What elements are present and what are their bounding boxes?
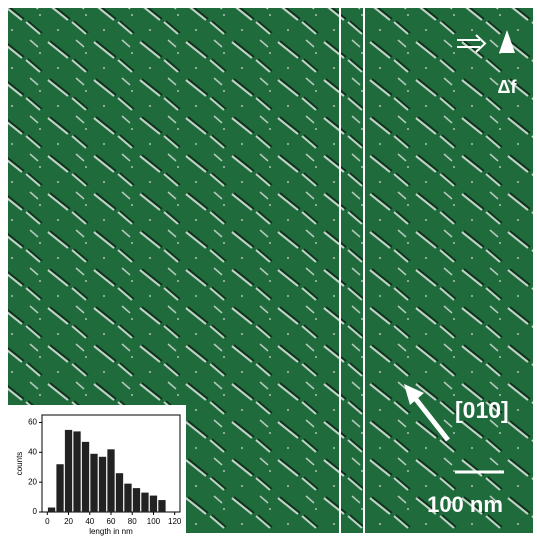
x-tick-label: 20 (64, 517, 73, 526)
x-tick-label: 100 (147, 517, 161, 526)
bar (90, 454, 97, 512)
bar (150, 496, 157, 512)
x-tick-label: 120 (168, 517, 182, 526)
y-tick-label: 60 (28, 418, 37, 427)
bar (141, 493, 148, 512)
y-tick-label: 0 (33, 507, 38, 516)
bar (82, 442, 89, 512)
bar (56, 464, 63, 512)
figure: Δf [010] 100 nm 0 20 40 60 0 20 40 60 80 100 120 le… (0, 0, 537, 537)
bar (116, 473, 123, 512)
bar (48, 508, 55, 512)
y-tick-label: 40 (28, 447, 37, 456)
x-tick-label: 60 (107, 517, 116, 526)
bar (133, 488, 140, 512)
bar (99, 457, 106, 512)
y-axis-label: counts (15, 452, 24, 476)
bar (124, 484, 131, 512)
bar (73, 431, 80, 512)
x-tick-label: 80 (128, 517, 137, 526)
signal-label: Δf (498, 77, 518, 97)
bar (65, 430, 72, 512)
bar (107, 449, 114, 512)
bar (158, 500, 165, 512)
scale-label: 100 nm (427, 492, 503, 517)
x-axis-label: length in nm (89, 527, 133, 536)
y-tick-label: 20 (28, 477, 37, 486)
direction-label: [010] (455, 397, 509, 423)
x-tick-label: 0 (45, 517, 50, 526)
x-tick-label: 40 (85, 517, 94, 526)
